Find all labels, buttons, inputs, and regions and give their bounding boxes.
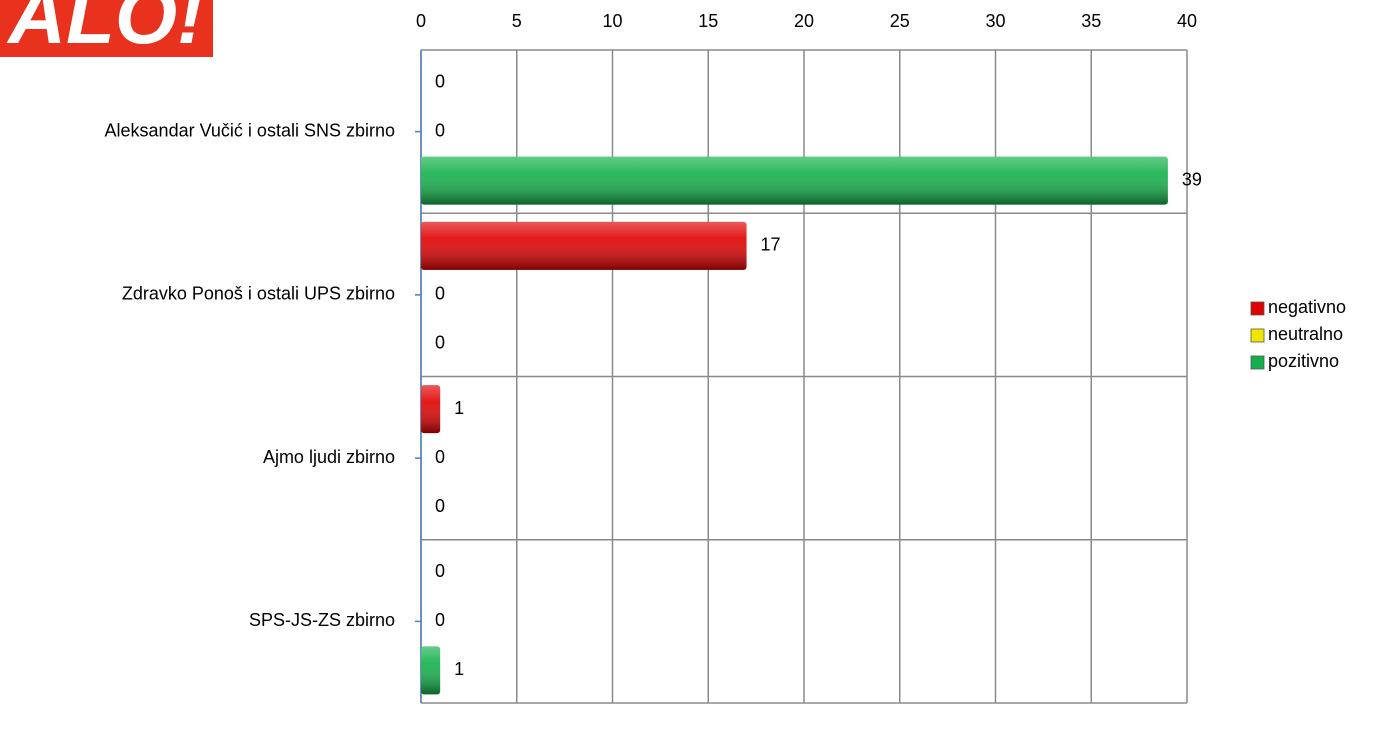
legend-swatch xyxy=(1250,328,1265,343)
data-label: 1 xyxy=(454,398,464,418)
legend-label: negativno xyxy=(1268,297,1346,317)
legend-label: neutralno xyxy=(1268,324,1343,344)
bar-shade xyxy=(421,385,441,434)
data-label: 0 xyxy=(435,447,445,467)
x-tick-label: 5 xyxy=(512,11,522,31)
y-tick-label: Ajmo ljudi zbirno xyxy=(263,447,395,467)
data-label: 0 xyxy=(435,610,445,630)
bar-shade xyxy=(421,221,747,270)
x-tick-label: 10 xyxy=(602,11,622,31)
bar-shade xyxy=(421,156,1168,205)
logo: ALO! xyxy=(6,0,204,60)
data-label: 39 xyxy=(1182,169,1202,189)
x-tick-label: 20 xyxy=(794,11,814,31)
legend-swatch xyxy=(1250,301,1265,316)
y-tick-label: SPS-JS-ZS zbirno xyxy=(249,610,395,630)
data-label: 0 xyxy=(435,496,445,516)
x-tick-label: 15 xyxy=(698,11,718,31)
legend-label: pozitivno xyxy=(1268,351,1339,371)
data-label: 1 xyxy=(454,659,464,679)
legend-swatch xyxy=(1250,355,1265,370)
data-label: 0 xyxy=(435,561,445,581)
data-label: 0 xyxy=(435,333,445,353)
y-tick-label: Zdravko Ponoš i ostali UPS zbirno xyxy=(122,284,395,304)
x-tick-label: 0 xyxy=(416,11,426,31)
data-label: 17 xyxy=(761,235,781,255)
x-tick-label: 25 xyxy=(890,11,910,31)
x-tick-label: 40 xyxy=(1177,11,1197,31)
x-tick-label: 35 xyxy=(1081,11,1101,31)
data-label: 0 xyxy=(435,284,445,304)
x-tick-label: 30 xyxy=(985,11,1005,31)
y-tick-label: Aleksandar Vučić i ostali SNS zbirno xyxy=(105,120,395,140)
bar-shade xyxy=(421,646,441,695)
data-label: 0 xyxy=(435,120,445,140)
logo-box xyxy=(0,0,213,57)
data-label: 0 xyxy=(435,71,445,91)
